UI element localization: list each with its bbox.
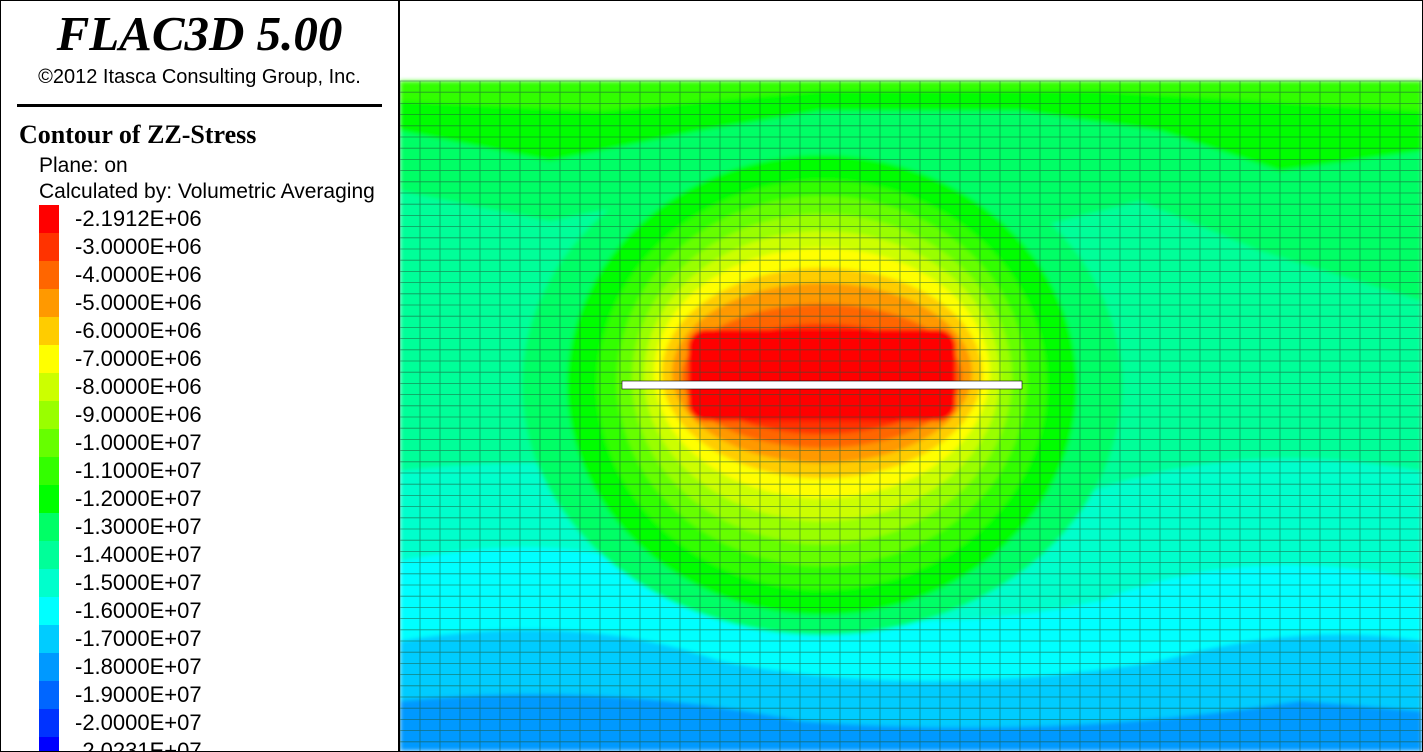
- legend-level-label: -2.1912E+06: [75, 206, 202, 231]
- legend-swatch: [39, 261, 59, 289]
- legend-level-label: -8.0000E+06: [75, 374, 202, 399]
- mesh-grid-lines: [400, 80, 1422, 751]
- legend-level-label: -1.1000E+07: [75, 458, 202, 483]
- contour-band: [688, 329, 956, 421]
- legend-swatch: [39, 429, 59, 457]
- legend-swatch: [39, 345, 59, 373]
- copyright-text: ©2012 Itasca Consulting Group, Inc.: [38, 66, 361, 88]
- legend-level-label: -3.0000E+06: [75, 234, 202, 259]
- legend-swatch: [39, 709, 59, 737]
- legend-level-label: -1.8000E+07: [75, 654, 202, 679]
- legend-swatch: [39, 681, 59, 709]
- legend-level-label: -7.0000E+06: [75, 346, 202, 371]
- legend-swatch: [39, 485, 59, 513]
- legend-level-label: -1.9000E+07: [75, 682, 202, 707]
- legend-swatch: [39, 625, 59, 653]
- model-viewport[interactable]: [400, 1, 1422, 751]
- legend-swatch: [39, 653, 59, 681]
- color-scale-bar: [39, 205, 59, 751]
- legend-level-label: -2.0231E+07: [75, 738, 202, 751]
- calculation-method: Calculated by: Volumetric Averaging: [39, 180, 375, 203]
- legend-level-label: -2.0000E+07: [75, 710, 202, 735]
- legend-level-label: -1.5000E+07: [75, 570, 202, 595]
- mesh-grid: [400, 80, 1422, 751]
- legend-swatch: [39, 401, 59, 429]
- legend-swatch: [39, 289, 59, 317]
- legend-swatch: [39, 513, 59, 541]
- legend-level-label: -1.6000E+07: [75, 598, 202, 623]
- legend-level-label: -1.3000E+07: [75, 514, 202, 539]
- legend-panel: FLAC3D 5.00 ©2012 Itasca Consulting Grou…: [1, 1, 400, 751]
- legend-swatch: [39, 205, 59, 233]
- legend-swatch: [39, 233, 59, 261]
- legend-level-label: -4.0000E+06: [75, 262, 202, 287]
- empty-view-area: [400, 1, 1422, 81]
- legend-level-label: -5.0000E+06: [75, 290, 202, 315]
- plot-title: Contour of ZZ-Stress: [19, 120, 257, 149]
- plane-status: Plane: on: [39, 154, 128, 177]
- legend-level-label: -1.7000E+07: [75, 626, 202, 651]
- legend-level-label: -6.0000E+06: [75, 318, 202, 343]
- legend-level-label: -1.0000E+07: [75, 430, 202, 455]
- legend-swatch: [39, 597, 59, 625]
- contour-level-list: -2.1912E+06 -3.0000E+06 -4.0000E+06 -5.0000…: [75, 205, 202, 751]
- app-title: FLAC3D 5.00: [56, 6, 343, 61]
- legend-swatch: [39, 373, 59, 401]
- legend-swatch: [39, 317, 59, 345]
- excavation-opening: [621, 380, 1023, 390]
- legend-swatch: [39, 541, 59, 569]
- legend-swatch: [39, 457, 59, 485]
- legend-level-label: -1.4000E+07: [75, 542, 202, 567]
- zz-stress-contour-plot: [400, 1, 1422, 751]
- legend-level-label: -9.0000E+06: [75, 402, 202, 427]
- legend-swatch: [39, 737, 59, 751]
- legend-divider: [17, 104, 382, 107]
- legend-swatch: [39, 569, 59, 597]
- legend-level-label: -1.2000E+07: [75, 486, 202, 511]
